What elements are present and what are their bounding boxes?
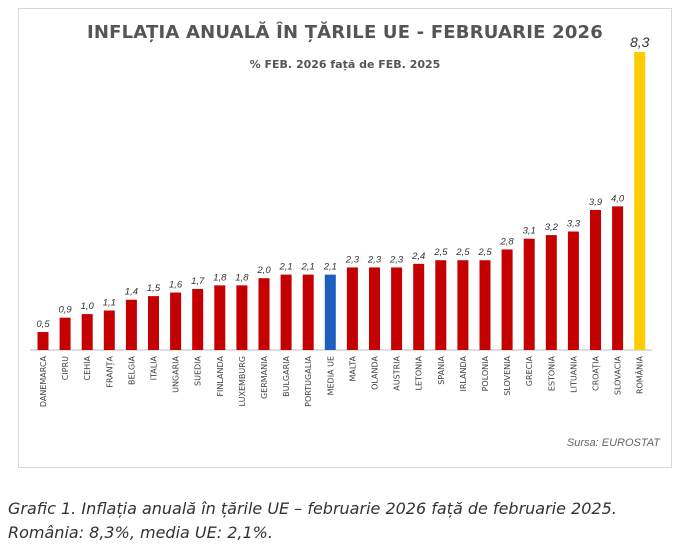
bar — [214, 285, 226, 350]
data-label: 4,0 — [611, 193, 625, 204]
bar — [501, 249, 513, 350]
x-tick-label: CIPRU — [61, 356, 70, 380]
data-label: 1,4 — [125, 287, 138, 298]
data-label: 8,3 — [630, 34, 650, 50]
data-label: 1,1 — [103, 298, 116, 309]
bar — [280, 274, 292, 350]
x-tick-label: SUEDIA — [194, 355, 203, 386]
data-label: 1,5 — [147, 283, 161, 294]
x-tick-label: IRLANDA — [459, 355, 468, 391]
bar — [457, 260, 469, 350]
bar — [413, 263, 425, 350]
bar — [435, 260, 447, 350]
x-tick-label: PORTUGALIA — [304, 355, 313, 406]
data-label: 2,1 — [323, 262, 337, 273]
data-label: 1,0 — [81, 301, 95, 312]
x-tick-label: OLANDA — [371, 355, 380, 389]
data-label: 2,8 — [499, 236, 514, 247]
figure-caption: Grafic 1. Inflația anuală în țările UE –… — [8, 499, 617, 542]
bar — [346, 267, 358, 350]
bar — [258, 278, 270, 350]
bar — [170, 292, 182, 350]
data-label: 1,8 — [213, 272, 227, 283]
x-tick-label: CROAȚIA — [592, 355, 602, 390]
data-label: 0,5 — [36, 319, 50, 330]
x-tick-label: ITALIA — [150, 355, 159, 380]
chart-source: Sursa: EUROSTAT — [566, 437, 660, 449]
x-tick-label: FRANȚA — [105, 355, 115, 387]
x-tick-label: POLONIA — [481, 355, 490, 391]
bar — [125, 299, 137, 350]
data-label: 2,1 — [301, 262, 315, 273]
bar — [523, 238, 535, 350]
data-label: 2,5 — [433, 247, 448, 258]
data-label: 3,1 — [523, 226, 536, 237]
data-label: 3,2 — [545, 222, 559, 233]
data-label: 2,4 — [411, 251, 425, 262]
x-tick-label: SLOVACIA — [614, 355, 623, 395]
x-tick-label: ESTONIA — [547, 355, 556, 391]
x-tick-label: SPANIA — [437, 355, 446, 384]
x-tick-label: DANEMARCA — [39, 355, 48, 407]
data-label: 0,9 — [58, 305, 72, 316]
data-label: 2,3 — [345, 254, 360, 265]
bar — [148, 296, 159, 350]
x-tick-label: GRECIA — [525, 355, 534, 386]
bar — [567, 231, 579, 350]
bar — [192, 288, 204, 350]
bar — [236, 285, 248, 350]
x-tick-label: MEDIA UE — [326, 356, 335, 395]
data-label: 3,3 — [567, 219, 581, 230]
bar — [391, 267, 403, 350]
data-label: 2,5 — [477, 247, 492, 258]
x-tick-label: LITUANIA — [569, 355, 578, 392]
x-tick-label: LUXEMBURG — [238, 356, 247, 406]
bar — [612, 206, 624, 350]
x-tick-label: CEHIA — [83, 355, 92, 380]
x-tick-label: BULGARIA — [282, 355, 291, 396]
data-label: 3,9 — [589, 197, 603, 208]
data-label: 2,0 — [256, 265, 271, 276]
x-tick-label: MALTA — [348, 355, 357, 381]
data-label: 1,6 — [169, 280, 183, 291]
bar — [634, 52, 646, 350]
data-label: 2,3 — [367, 254, 382, 265]
bar — [302, 274, 314, 350]
bar — [59, 317, 71, 350]
bar-chart: 0,5 DANEMARCA 0,9 CIPRU 1,0 CEHIA 1,1 FRANȚA 1,4… — [30, 34, 652, 407]
data-label: 2,5 — [455, 247, 470, 258]
bar — [369, 267, 380, 350]
x-tick-label: UNGARIA — [172, 355, 181, 392]
x-tick-label: FINLANDA — [216, 355, 225, 396]
chart-title: INFLAȚIA ANUALĂ ÎN ȚĂRILE UE - FEBRUARIE… — [86, 22, 603, 43]
data-label: 1,8 — [235, 272, 249, 283]
chart-subtitle: % FEB. 2026 față de FEB. 2025 — [249, 58, 441, 71]
x-tick-label: BELGIA — [127, 355, 136, 385]
x-tick-label: LETONIA — [415, 355, 424, 390]
x-tick-label: GERMANIA — [260, 355, 269, 399]
data-label: 2,3 — [389, 254, 404, 265]
chart-frame — [18, 8, 672, 468]
data-label: 1,7 — [191, 276, 205, 287]
bar — [81, 314, 93, 350]
x-tick-label: SLOVENIA — [503, 355, 512, 395]
bar — [545, 235, 557, 350]
bar — [590, 209, 601, 350]
bar — [324, 274, 336, 350]
bar — [479, 260, 491, 350]
data-label: 2,1 — [278, 262, 292, 273]
x-tick-label: AUSTRIA — [393, 355, 402, 390]
bar — [37, 332, 49, 350]
bar — [103, 310, 115, 350]
x-tick-label: ROMÂNIA — [634, 355, 645, 394]
